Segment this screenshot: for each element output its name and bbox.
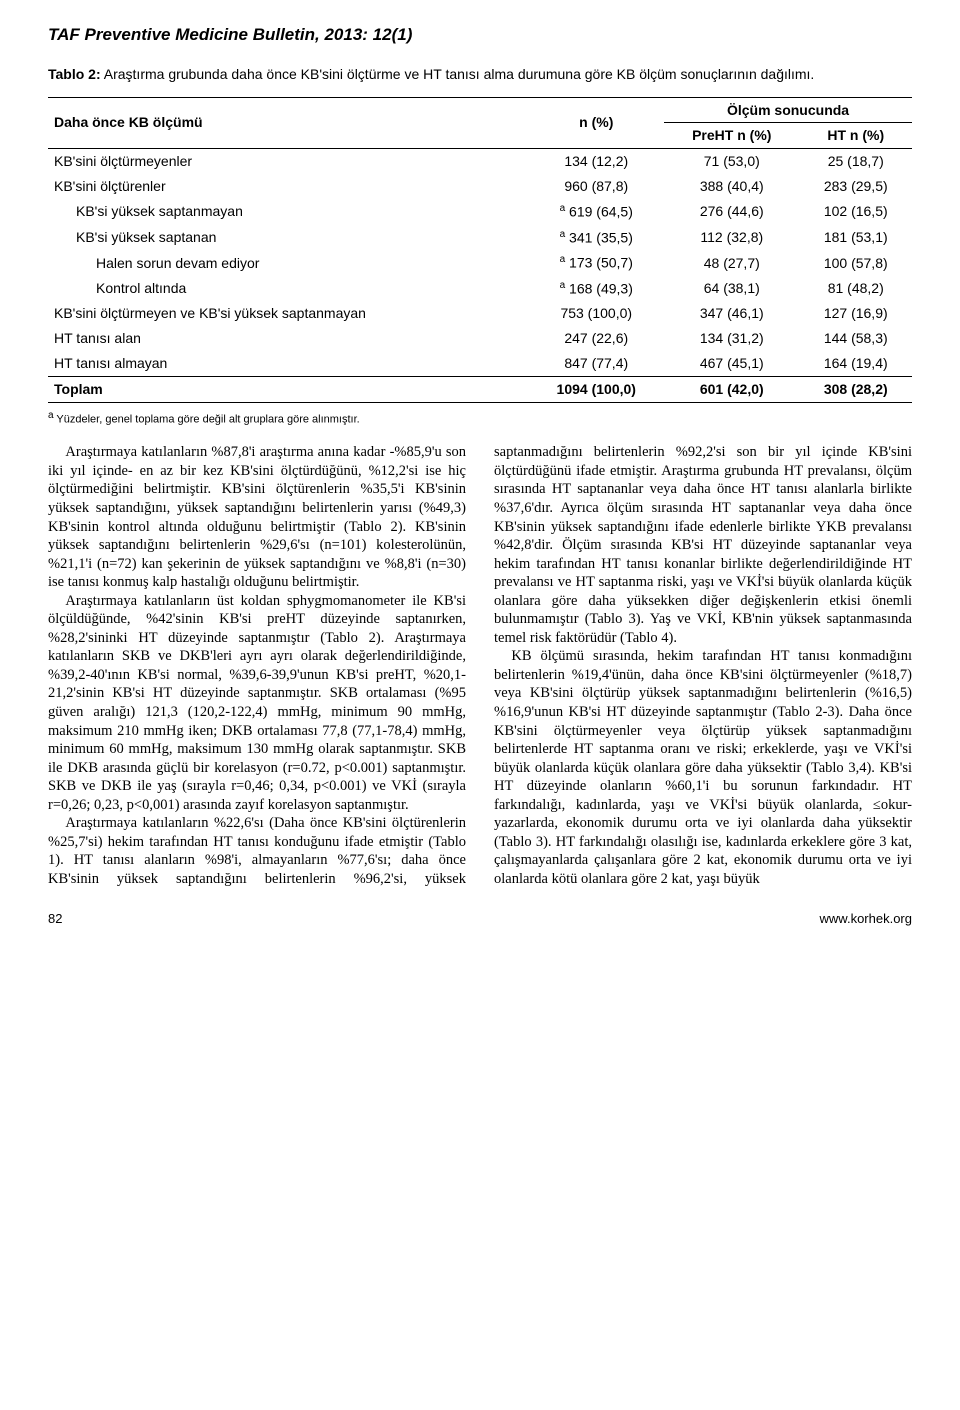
row-preht: 112 (32,8) — [664, 225, 799, 251]
body-paragraph: Araştırmaya katılanların %87,8'i araştır… — [48, 443, 466, 591]
col-header-1: n (%) — [528, 97, 664, 149]
total-n: 1094 (100,0) — [528, 376, 664, 402]
col-header-2: PreHT n (%) — [664, 123, 799, 149]
table-footnote: a Yüzdeler, genel toplama göre değil alt… — [48, 409, 912, 428]
table-row: Kontrol altındaa 168 (49,3)64 (38,1)81 (… — [48, 276, 912, 302]
row-n: 247 (22,6) — [528, 326, 664, 351]
table-row: KB'si yüksek saptanana 341 (35,5)112 (32… — [48, 225, 912, 251]
row-n: 847 (77,4) — [528, 351, 664, 376]
row-preht: 48 (27,7) — [664, 250, 799, 276]
row-preht: 467 (45,1) — [664, 351, 799, 376]
row-label: HT tanısı alan — [48, 326, 528, 351]
row-ht: 100 (57,8) — [800, 250, 913, 276]
site-url: www.korhek.org — [820, 910, 912, 928]
row-ht: 102 (16,5) — [800, 199, 913, 225]
row-label: KB'si yüksek saptanan — [48, 225, 528, 251]
footnote-text: Yüzdeler, genel toplama göre değil alt g… — [54, 414, 360, 426]
row-label: KB'sini ölçtürmeyenler — [48, 149, 528, 174]
table-row: KB'si yüksek saptanmayana 619 (64,5)276 … — [48, 199, 912, 225]
row-n: a 341 (35,5) — [528, 225, 664, 251]
table-row: KB'sini ölçtürmeyen ve KB'si yüksek sapt… — [48, 301, 912, 326]
row-n: 134 (12,2) — [528, 149, 664, 174]
table-caption: Tablo 2: Araştırma grubunda daha önce KB… — [48, 65, 912, 85]
row-preht: 388 (40,4) — [664, 174, 799, 199]
row-ht: 144 (58,3) — [800, 326, 913, 351]
table-row: KB'sini ölçtürmeyenler134 (12,2)71 (53,0… — [48, 149, 912, 174]
body-paragraph: Araştırmaya katılanların üst koldan sphy… — [48, 592, 466, 815]
row-n: a 619 (64,5) — [528, 199, 664, 225]
row-preht: 347 (46,1) — [664, 301, 799, 326]
row-preht: 276 (44,6) — [664, 199, 799, 225]
body-columns: Araştırmaya katılanların %87,8'i araştır… — [48, 443, 912, 888]
col-header-0: Daha önce KB ölçümü — [48, 97, 528, 149]
col-group-header: Ölçüm sonucunda — [664, 97, 912, 123]
row-ht: 81 (48,2) — [800, 276, 913, 302]
table-caption-text: Araştırma grubunda daha önce KB'sini ölç… — [101, 66, 815, 82]
page-number: 82 — [48, 910, 62, 928]
data-table: Daha önce KB ölçümü n (%) Ölçüm sonucund… — [48, 97, 912, 403]
journal-header: TAF Preventive Medicine Bulletin, 2013: … — [48, 24, 912, 47]
table-row: HT tanısı alan247 (22,6)134 (31,2)144 (5… — [48, 326, 912, 351]
total-label: Toplam — [48, 376, 528, 402]
row-preht: 64 (38,1) — [664, 276, 799, 302]
row-label: KB'si yüksek saptanmayan — [48, 199, 528, 225]
row-ht: 181 (53,1) — [800, 225, 913, 251]
total-preht: 601 (42,0) — [664, 376, 799, 402]
row-n: a 168 (49,3) — [528, 276, 664, 302]
table-row: HT tanısı almayan847 (77,4)467 (45,1)164… — [48, 351, 912, 376]
table-caption-label: Tablo 2: — [48, 66, 101, 82]
row-ht: 127 (16,9) — [800, 301, 913, 326]
table-row: KB'sini ölçtürenler960 (87,8)388 (40,4)2… — [48, 174, 912, 199]
table-row: Halen sorun devam ediyora 173 (50,7)48 (… — [48, 250, 912, 276]
row-label: HT tanısı almayan — [48, 351, 528, 376]
row-n: a 173 (50,7) — [528, 250, 664, 276]
row-label: Halen sorun devam ediyor — [48, 250, 528, 276]
row-label: KB'sini ölçtürmeyen ve KB'si yüksek sapt… — [48, 301, 528, 326]
row-ht: 283 (29,5) — [800, 174, 913, 199]
row-n: 753 (100,0) — [528, 301, 664, 326]
row-label: KB'sini ölçtürenler — [48, 174, 528, 199]
col-header-3: HT n (%) — [800, 123, 913, 149]
row-preht: 134 (31,2) — [664, 326, 799, 351]
row-n: 960 (87,8) — [528, 174, 664, 199]
row-ht: 25 (18,7) — [800, 149, 913, 174]
row-label: Kontrol altında — [48, 276, 528, 302]
page-footer: 82 www.korhek.org — [48, 910, 912, 928]
table-total-row: Toplam1094 (100,0)601 (42,0)308 (28,2) — [48, 376, 912, 402]
row-preht: 71 (53,0) — [664, 149, 799, 174]
row-ht: 164 (19,4) — [800, 351, 913, 376]
body-paragraph: KB ölçümü sırasında, hekim tarafından HT… — [494, 647, 912, 888]
total-ht: 308 (28,2) — [800, 376, 913, 402]
